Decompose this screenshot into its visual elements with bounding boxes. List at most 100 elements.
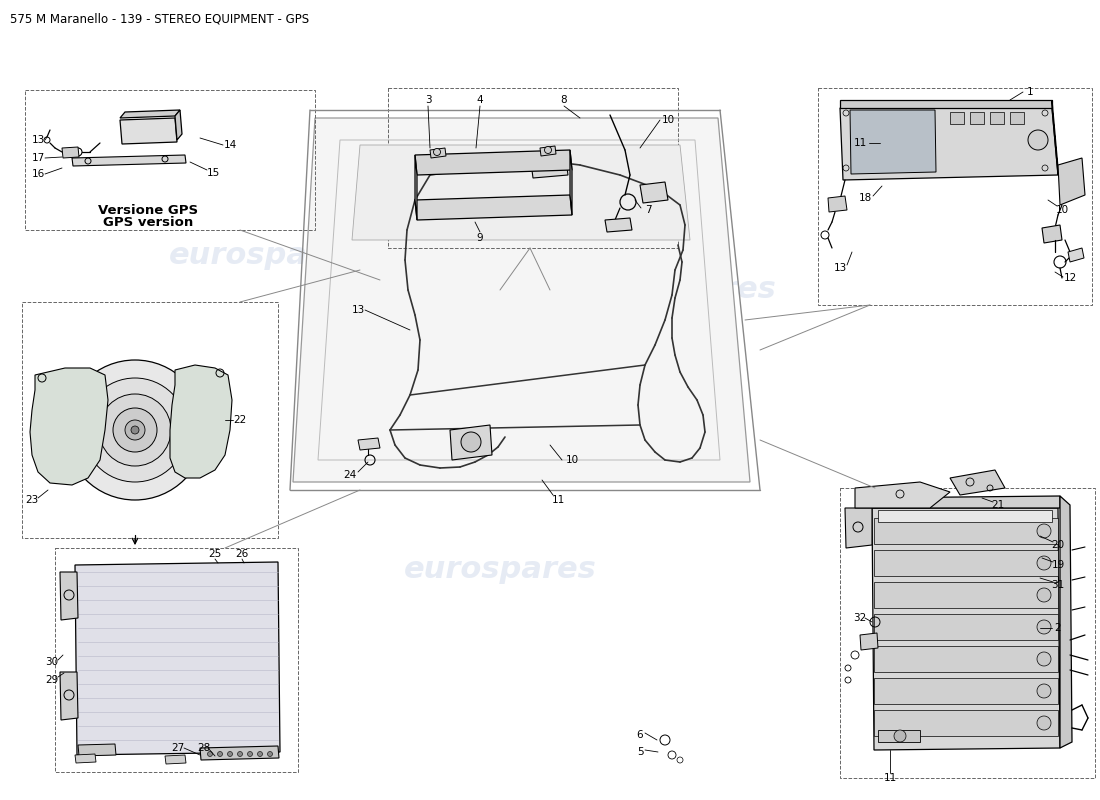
Circle shape (433, 149, 440, 155)
Text: 32: 32 (854, 613, 867, 623)
Polygon shape (1042, 225, 1062, 243)
Polygon shape (570, 150, 572, 215)
Text: 22: 22 (233, 415, 246, 425)
Polygon shape (165, 755, 186, 764)
Text: 10: 10 (1055, 205, 1068, 215)
Circle shape (267, 751, 273, 757)
Text: eurospares: eurospares (404, 555, 596, 585)
Polygon shape (352, 145, 690, 240)
Text: Versione GPS: Versione GPS (98, 203, 198, 217)
Polygon shape (415, 195, 572, 220)
Circle shape (257, 751, 263, 757)
Polygon shape (874, 678, 1058, 704)
Text: 24: 24 (343, 470, 356, 480)
Circle shape (228, 751, 232, 757)
Polygon shape (990, 112, 1004, 124)
Circle shape (248, 751, 253, 757)
Text: 16: 16 (32, 169, 45, 179)
Text: 11: 11 (854, 138, 867, 148)
Polygon shape (120, 110, 180, 118)
Polygon shape (120, 118, 177, 144)
Circle shape (238, 751, 242, 757)
Polygon shape (860, 633, 878, 650)
Text: 17: 17 (32, 153, 45, 163)
Text: 2: 2 (1055, 623, 1061, 633)
Polygon shape (874, 614, 1058, 640)
Text: 10: 10 (565, 455, 579, 465)
Text: 13: 13 (834, 263, 847, 273)
Polygon shape (358, 438, 379, 450)
Polygon shape (1060, 496, 1072, 748)
Polygon shape (415, 155, 417, 220)
Text: 11: 11 (883, 773, 896, 783)
Polygon shape (860, 496, 1060, 508)
Circle shape (544, 146, 551, 154)
Circle shape (1037, 588, 1050, 602)
Text: 18: 18 (858, 193, 871, 203)
Polygon shape (1052, 100, 1058, 175)
Circle shape (82, 378, 187, 482)
Polygon shape (970, 112, 985, 124)
Polygon shape (62, 147, 79, 158)
Text: 27: 27 (172, 743, 185, 753)
Polygon shape (878, 730, 920, 742)
Text: 14: 14 (223, 140, 236, 150)
Text: 5: 5 (637, 747, 644, 757)
Polygon shape (605, 218, 632, 232)
Text: 31: 31 (1052, 580, 1065, 590)
Polygon shape (872, 508, 1060, 750)
Circle shape (894, 730, 906, 742)
Text: 21: 21 (991, 500, 1004, 510)
Text: 1: 1 (1026, 87, 1033, 97)
Polygon shape (950, 470, 1005, 495)
Text: 10: 10 (661, 115, 674, 125)
Polygon shape (60, 572, 78, 620)
Text: 4: 4 (476, 95, 483, 105)
Circle shape (113, 408, 157, 452)
Text: 15: 15 (207, 168, 220, 178)
Polygon shape (170, 365, 232, 478)
Polygon shape (200, 746, 279, 760)
Circle shape (1037, 524, 1050, 538)
Text: 25: 25 (208, 549, 221, 559)
Polygon shape (878, 510, 1052, 522)
Polygon shape (530, 152, 568, 178)
Polygon shape (450, 425, 492, 460)
Polygon shape (60, 672, 78, 720)
Polygon shape (874, 550, 1058, 576)
Polygon shape (175, 110, 182, 140)
Text: 30: 30 (45, 657, 58, 667)
Polygon shape (874, 518, 1058, 544)
Polygon shape (415, 150, 572, 175)
Text: 23: 23 (25, 495, 39, 505)
Polygon shape (1010, 112, 1024, 124)
Polygon shape (840, 100, 1052, 108)
Text: 29: 29 (45, 675, 58, 685)
Polygon shape (72, 155, 186, 166)
Polygon shape (874, 710, 1058, 736)
Polygon shape (845, 508, 872, 548)
Polygon shape (855, 482, 950, 508)
Text: 575 M Maranello - 139 - STEREO EQUIPMENT - GPS: 575 M Maranello - 139 - STEREO EQUIPMENT… (10, 12, 309, 25)
Polygon shape (828, 196, 847, 212)
Text: 9: 9 (476, 233, 483, 243)
Text: eurospares: eurospares (584, 275, 777, 305)
Polygon shape (874, 582, 1058, 608)
Text: 28: 28 (197, 743, 210, 753)
Polygon shape (293, 118, 750, 482)
Polygon shape (1068, 248, 1084, 262)
Text: 20: 20 (1052, 540, 1065, 550)
Circle shape (99, 394, 170, 466)
Text: 19: 19 (1052, 560, 1065, 570)
Circle shape (1037, 620, 1050, 634)
Circle shape (131, 426, 139, 434)
Text: 6: 6 (637, 730, 644, 740)
Polygon shape (30, 368, 108, 485)
Polygon shape (874, 646, 1058, 672)
Text: GPS version: GPS version (103, 215, 194, 229)
Circle shape (461, 432, 481, 452)
Polygon shape (75, 754, 96, 763)
Polygon shape (950, 112, 964, 124)
Polygon shape (640, 182, 668, 203)
Circle shape (1037, 684, 1050, 698)
